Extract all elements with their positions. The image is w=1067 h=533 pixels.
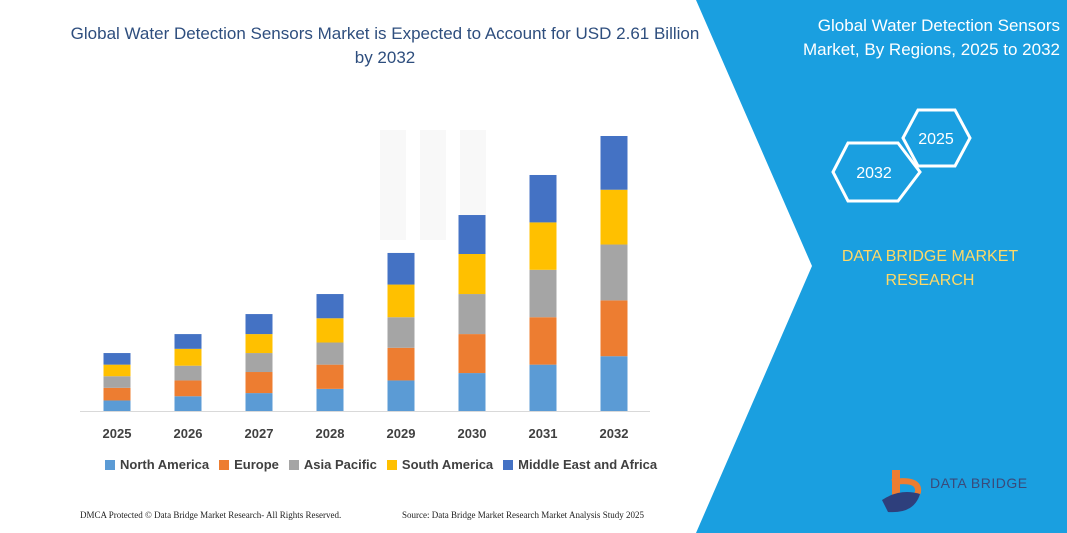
legend-label: South America — [401, 457, 494, 472]
bar-segment-2026-1 — [174, 380, 202, 397]
bar-segment-2028-3 — [316, 318, 344, 343]
x-tick-label: 2025 — [103, 426, 132, 441]
legend-swatch — [219, 459, 230, 470]
brand-text: DATA BRIDGE MARKET RESEARCH — [841, 248, 1019, 289]
footer-source: Source: Data Bridge Market Research Mark… — [402, 510, 644, 520]
bars-group — [103, 136, 628, 411]
bar-segment-2027-2 — [245, 353, 273, 373]
bar-segment-2026-3 — [174, 348, 202, 366]
bar-segment-2031-0 — [529, 364, 557, 411]
legend-label: Asia Pacific — [303, 457, 377, 472]
bar-segment-2025-3 — [103, 364, 131, 377]
x-tick-label: 2027 — [245, 426, 274, 441]
bar-segment-2032-2 — [600, 244, 628, 301]
bar-segment-2027-0 — [245, 393, 273, 411]
x-ticks: 2025 2026 2027 2028 2029 2030 2031 2032 — [103, 426, 629, 441]
legend-item: North America — [105, 457, 209, 472]
chart-title: Global Water Detection Sensors Market is… — [70, 24, 700, 67]
legend-label: Middle East and Africa — [518, 457, 658, 472]
legend-swatch — [386, 459, 397, 470]
legend-item: Asia Pacific — [288, 457, 377, 472]
bar-segment-2026-2 — [174, 365, 202, 381]
bar-segment-2028-2 — [316, 342, 344, 365]
bar-segment-2031-3 — [529, 222, 557, 270]
bar-segment-2031-1 — [529, 317, 557, 365]
bar-segment-2030-0 — [458, 373, 486, 411]
legend: North America Europe Asia Pacific South Ame… — [105, 457, 657, 472]
bar-segment-2032-3 — [600, 189, 628, 245]
x-tick-label: 2029 — [387, 426, 416, 441]
legend-label: North America — [120, 457, 210, 472]
bar-segment-2028-1 — [316, 364, 344, 389]
bar-segment-2032-4 — [600, 136, 628, 190]
hex-label-2025: 2025 — [918, 131, 954, 148]
watermark-shape — [380, 130, 486, 240]
bar-segment-2025-2 — [103, 376, 131, 388]
bar-segment-2028-4 — [316, 294, 344, 319]
bar-segment-2026-0 — [174, 396, 202, 411]
bar-segment-2027-3 — [245, 334, 273, 354]
x-tick-label: 2031 — [529, 426, 558, 441]
bar-segment-2029-2 — [387, 317, 415, 348]
bar-segment-2025-4 — [103, 353, 131, 365]
bar-segment-2029-0 — [387, 380, 415, 411]
bar-segment-2027-1 — [245, 372, 273, 394]
side-panel-bg — [696, 0, 1067, 533]
bar-segment-2030-1 — [458, 334, 486, 374]
hex-label-2032: 2032 — [856, 165, 892, 182]
logo-text: DATA BRIDGE — [930, 475, 1028, 491]
x-tick-label: 2028 — [316, 426, 345, 441]
legend-item: Europe — [219, 457, 279, 472]
bar-segment-2025-1 — [103, 387, 131, 401]
x-tick-label: 2026 — [174, 426, 203, 441]
bar-segment-2026-4 — [174, 334, 202, 349]
bar-segment-2029-1 — [387, 347, 415, 381]
bar-segment-2032-1 — [600, 300, 628, 357]
bar-segment-2030-3 — [458, 254, 486, 295]
x-tick-label: 2030 — [458, 426, 487, 441]
legend-swatch — [503, 459, 514, 470]
bar-segment-2030-2 — [458, 294, 486, 335]
bar-segment-2027-4 — [245, 314, 273, 335]
bar-segment-2025-0 — [103, 400, 131, 411]
bar-segment-2032-0 — [600, 356, 628, 411]
footer-copyright: DMCA Protected © Data Bridge Market Rese… — [80, 510, 342, 520]
legend-item: South America — [386, 457, 494, 472]
legend-label: Europe — [234, 457, 279, 472]
legend-item: Middle East and Africa — [503, 457, 657, 472]
bar-segment-2029-3 — [387, 284, 415, 318]
hexagon-2025: 2025 — [901, 108, 972, 168]
legend-swatch — [288, 459, 299, 470]
side-panel-title: Global Water Detection Sensors Market, B… — [802, 16, 1060, 59]
logo-icon — [882, 470, 922, 513]
bar-segment-2031-4 — [529, 174, 557, 223]
bar-segment-2029-4 — [387, 252, 415, 285]
hexagon-2032: 2032 — [831, 141, 922, 203]
bar-segment-2031-2 — [529, 269, 557, 318]
bar-segment-2028-0 — [316, 388, 344, 411]
bar-segment-2030-4 — [458, 215, 486, 255]
x-tick-label: 2032 — [600, 426, 629, 441]
legend-swatch — [105, 459, 115, 470]
